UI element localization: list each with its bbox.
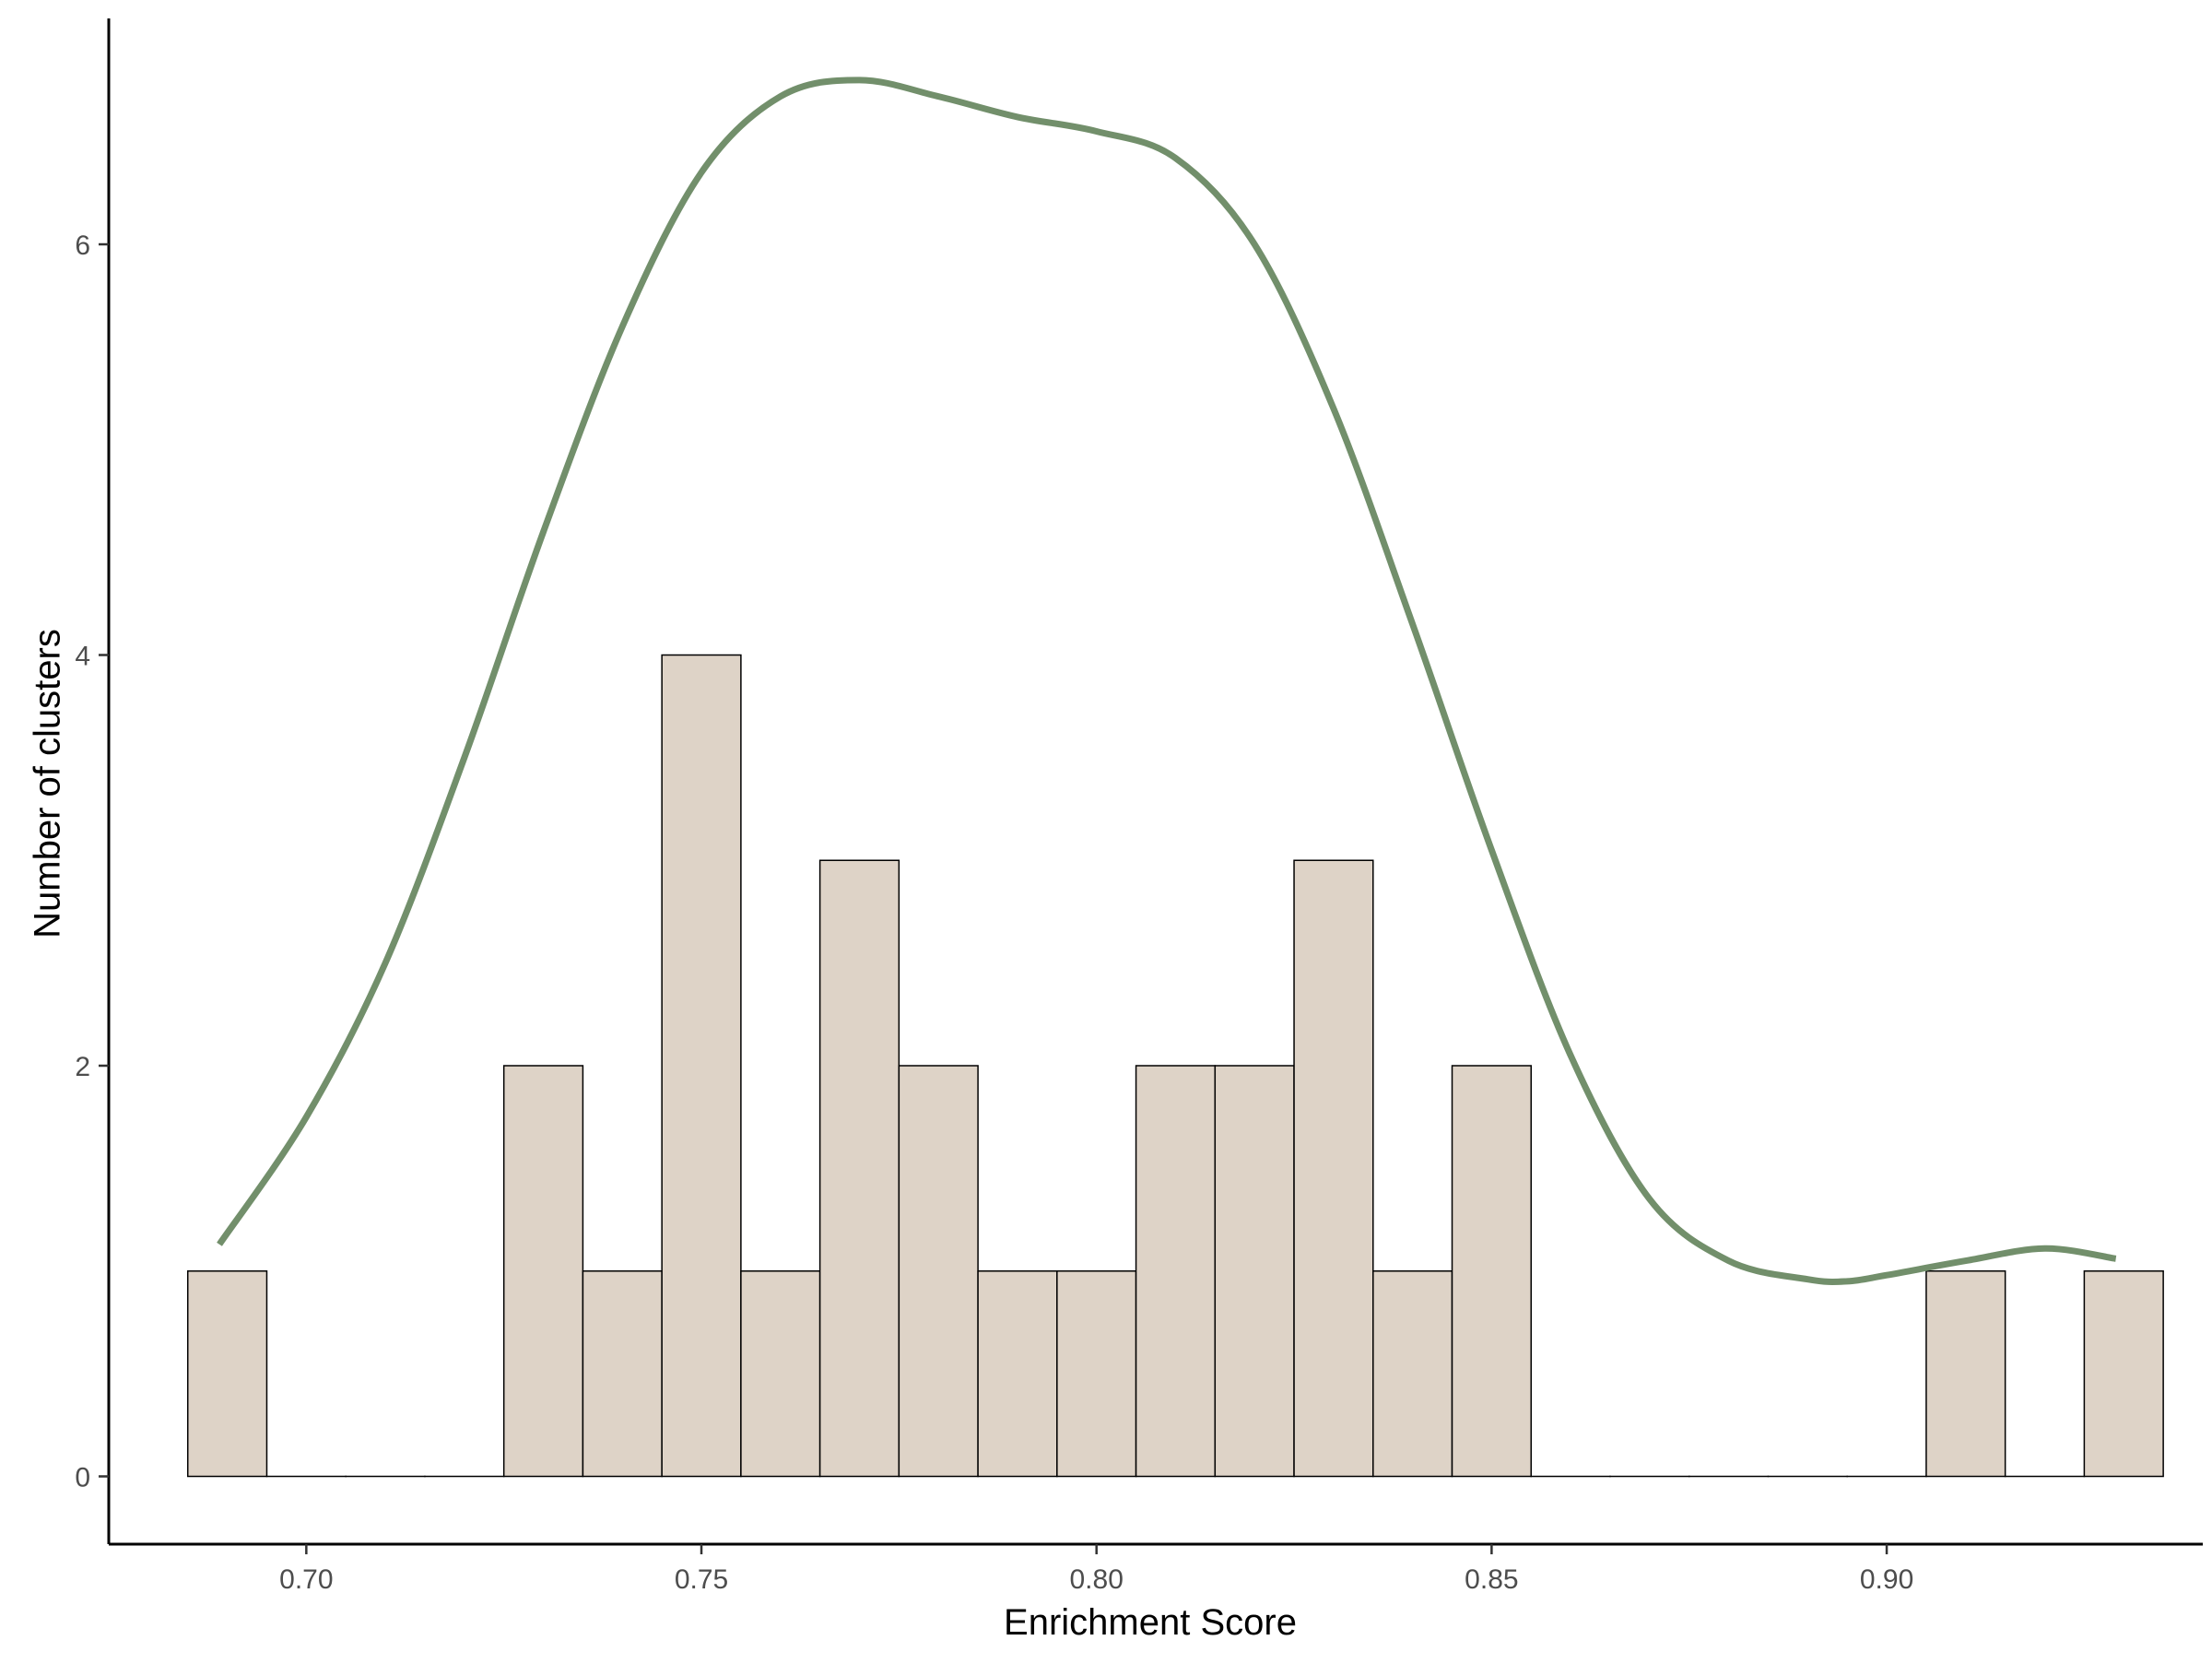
histogram-bar bbox=[1215, 1066, 1294, 1476]
histogram-bar bbox=[188, 1271, 267, 1477]
x-tick-label: 0.70 bbox=[279, 1564, 333, 1595]
histogram-bar bbox=[1373, 1271, 1453, 1477]
histogram-bar bbox=[1057, 1271, 1136, 1477]
histogram-bar bbox=[582, 1271, 662, 1477]
y-tick-label: 0 bbox=[75, 1462, 90, 1493]
x-tick-label: 0.80 bbox=[1070, 1564, 1124, 1595]
histogram-bar bbox=[1926, 1271, 2006, 1477]
x-tick-label: 0.75 bbox=[675, 1564, 728, 1595]
histogram-bar bbox=[899, 1066, 978, 1476]
x-axis-title: Enrichment Score bbox=[1004, 1602, 1297, 1643]
x-tick-label: 0.85 bbox=[1465, 1564, 1518, 1595]
y-tick-label: 6 bbox=[75, 230, 90, 261]
x-tick-label: 0.90 bbox=[1860, 1564, 1913, 1595]
histogram-bar bbox=[741, 1271, 820, 1477]
histogram-bar bbox=[1136, 1066, 1216, 1476]
y-axis-title: Number of clusters bbox=[28, 629, 68, 938]
histogram-bar bbox=[504, 1066, 583, 1476]
histogram-bar bbox=[820, 860, 900, 1476]
histogram-bar bbox=[662, 655, 741, 1477]
bars-layer bbox=[188, 655, 2163, 1477]
histogram-bar bbox=[1294, 860, 1373, 1476]
histogram-bar bbox=[1453, 1066, 1532, 1476]
histogram-bar bbox=[978, 1271, 1057, 1477]
y-tick-label: 2 bbox=[75, 1052, 90, 1082]
histogram-bar bbox=[2084, 1271, 2163, 1477]
y-tick-label: 4 bbox=[75, 642, 90, 672]
